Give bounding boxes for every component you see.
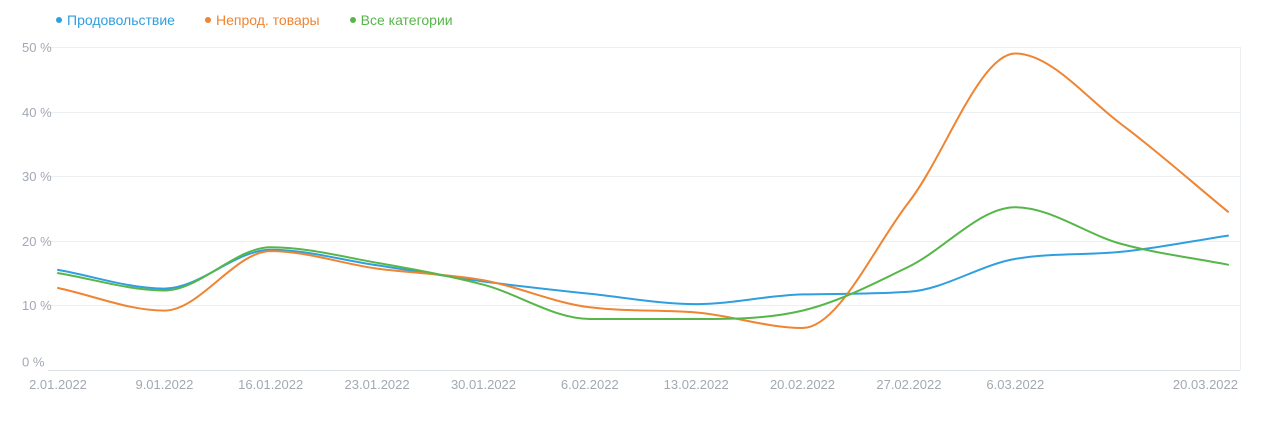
legend-marker-icon: [349, 17, 356, 23]
y-axis-label: 20 %: [22, 234, 52, 249]
y-axis-label: 30 %: [22, 169, 52, 184]
x-axis-label: 13.02.2022: [664, 377, 729, 392]
legend-marker-icon: [56, 17, 62, 23]
y-axis-label: 0 %: [22, 355, 45, 370]
x-axis-label: 30.01.2022: [451, 377, 516, 392]
x-axis-label: 23.01.2022: [345, 377, 410, 392]
legend-item-0[interactable]: Продовольствие: [56, 13, 175, 27]
legend-item-2[interactable]: Все категории: [349, 12, 453, 28]
x-axis-label: 6.02.2022: [561, 377, 619, 392]
legend-marker-icon: [204, 17, 211, 23]
legend: Продовольствие Непрод. товары Все катего…: [56, 13, 453, 27]
x-axis-label: 27.02.2022: [876, 377, 941, 392]
x-axis-label: 9.01.2022: [135, 377, 193, 392]
x-axis-label: 2.01.2022: [29, 377, 87, 392]
y-axis-label: 10 %: [22, 298, 52, 313]
series-line-1: [57, 52, 1229, 329]
legend-label: Непрод. товары: [215, 12, 320, 28]
x-axis-label: 20.03.2022: [1173, 377, 1238, 392]
legend-item-1[interactable]: Непрод. товары: [204, 12, 320, 28]
x-axis-label: 6.03.2022: [986, 377, 1044, 392]
series-line-2: [57, 206, 1229, 320]
y-axis-label: 40 %: [22, 105, 52, 120]
y-axis-label: 50 %: [22, 40, 52, 55]
legend-label: Все категории: [360, 12, 453, 28]
x-axis-label: 16.01.2022: [238, 377, 303, 392]
series-line-0: [57, 234, 1229, 306]
legend-label: Продовольствие: [67, 12, 175, 28]
x-axis-label: 20.02.2022: [770, 377, 835, 392]
